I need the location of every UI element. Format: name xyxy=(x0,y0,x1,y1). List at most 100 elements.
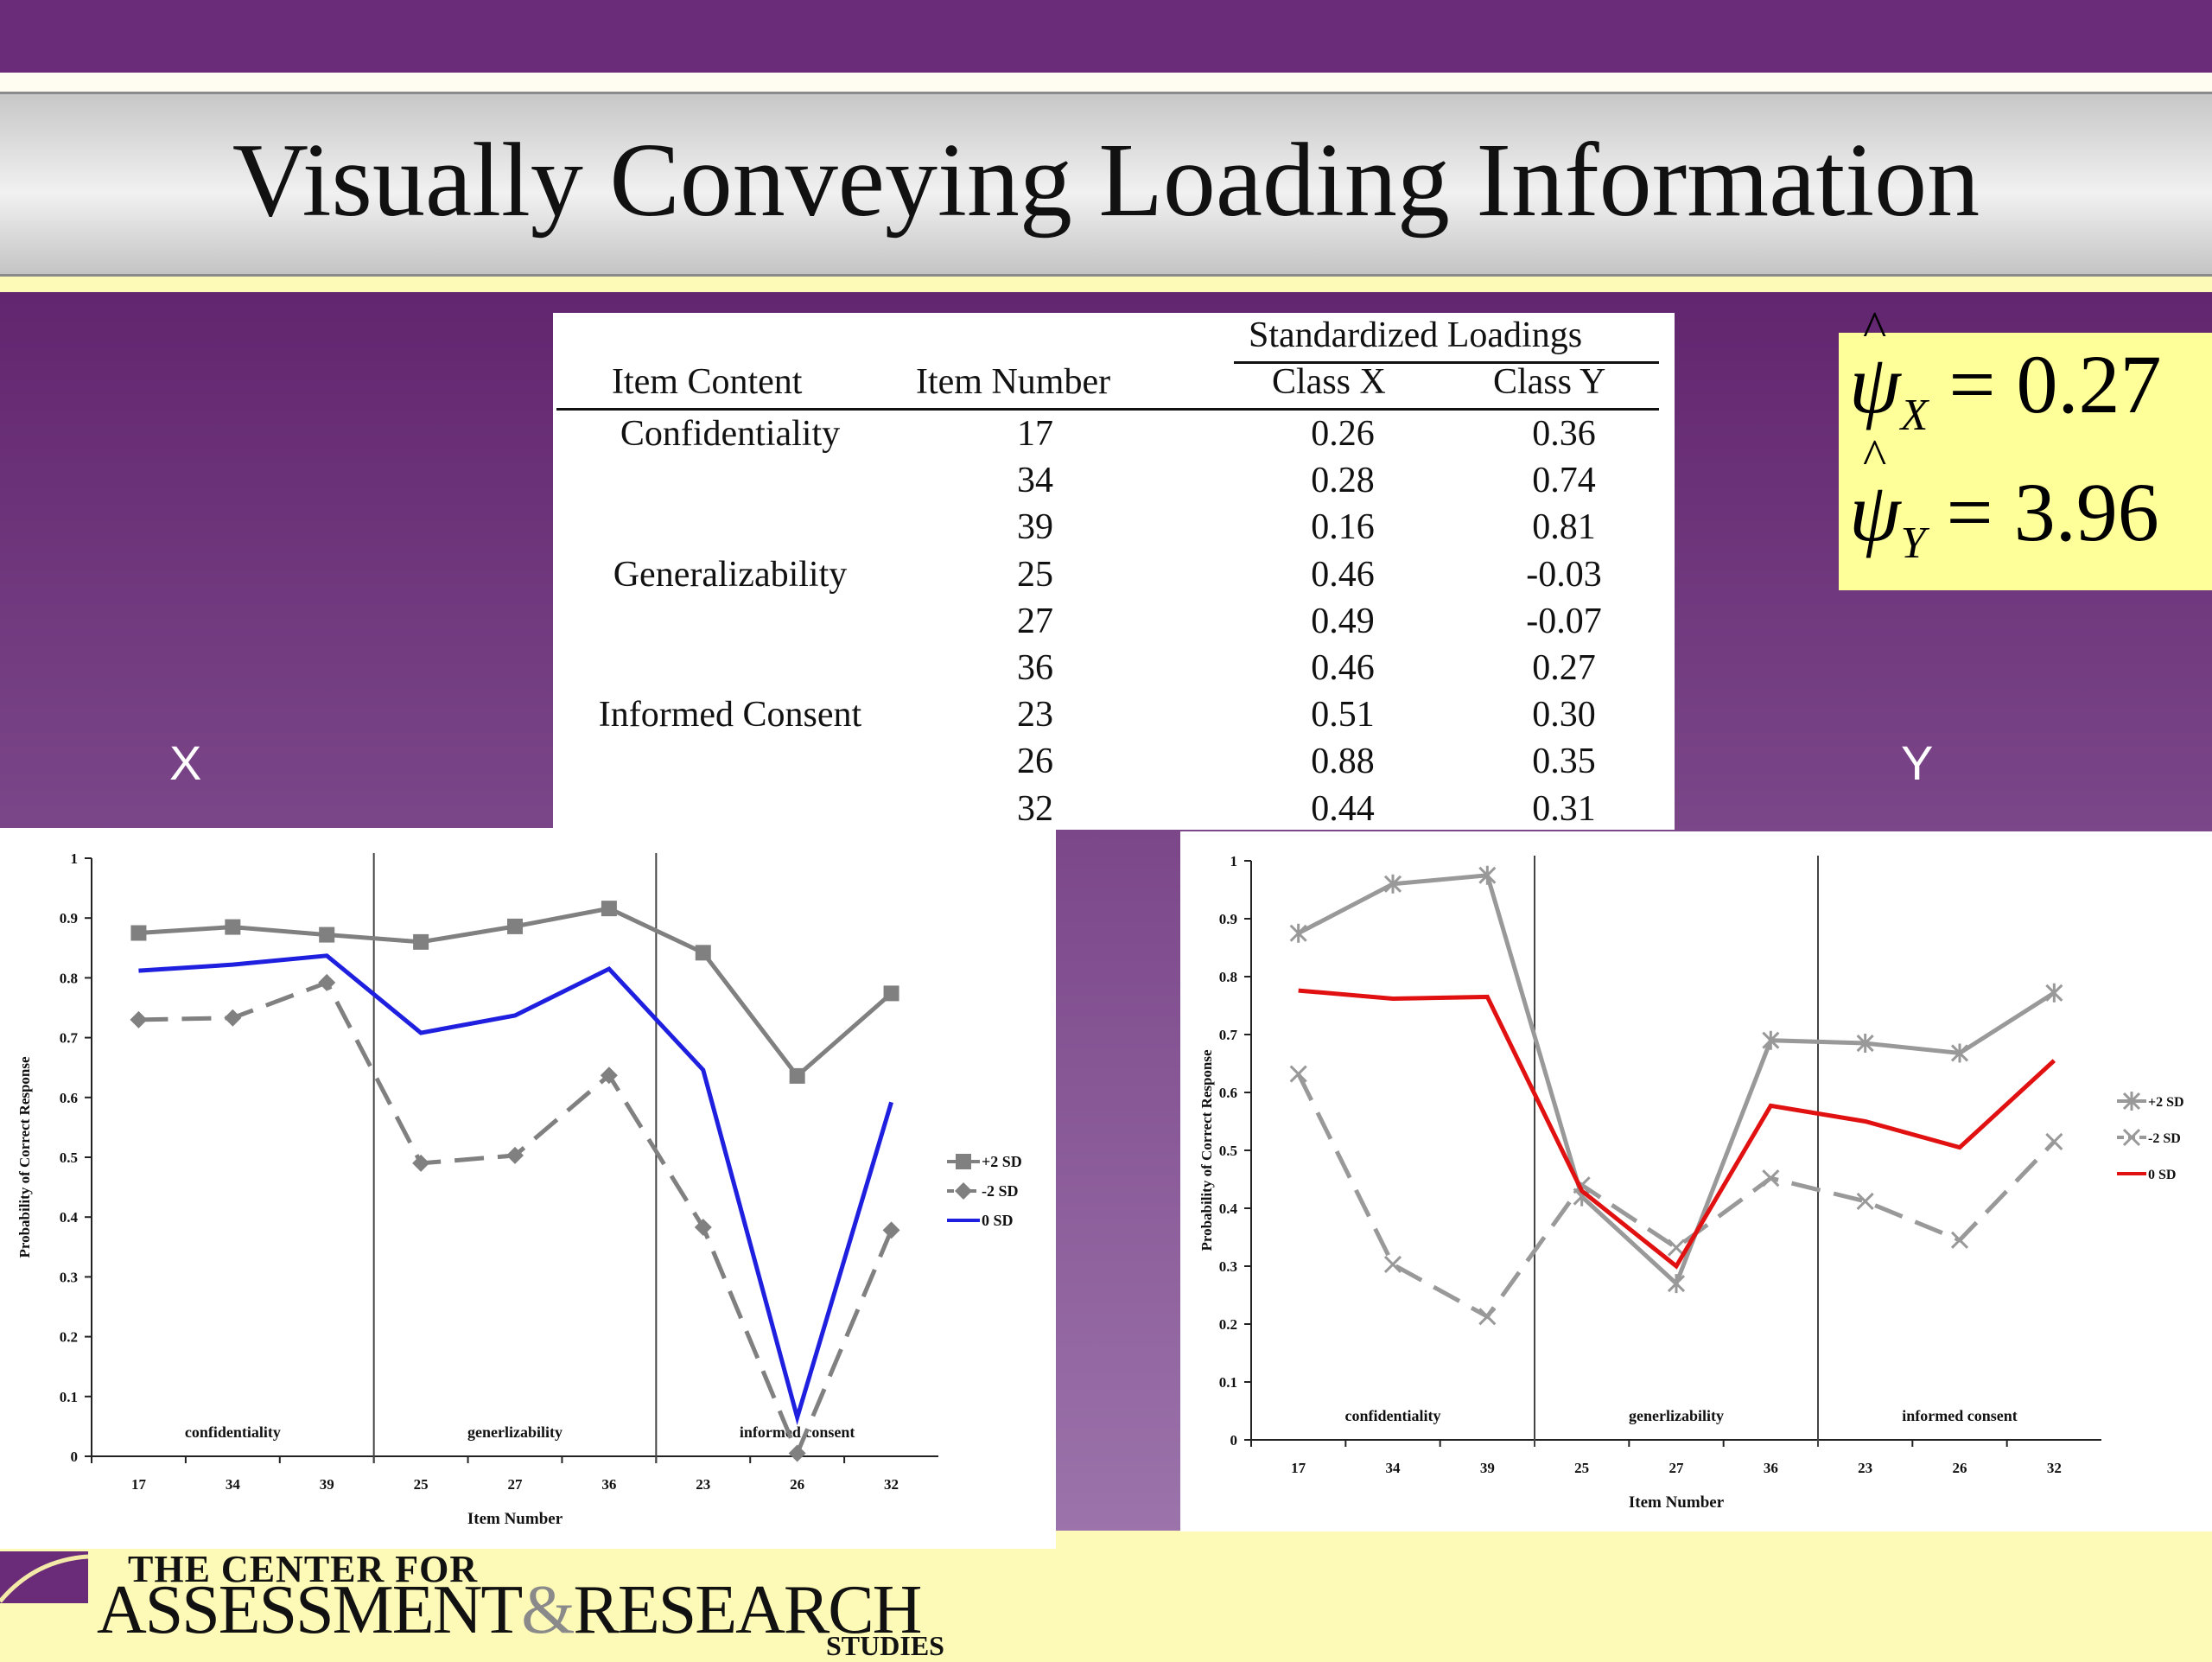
data-point xyxy=(694,1218,712,1236)
x-tick-label: 27 xyxy=(508,1476,524,1493)
data-point xyxy=(600,1067,618,1085)
legend-label: 0 SD xyxy=(982,1212,1014,1229)
x-tick-label: 23 xyxy=(1858,1460,1872,1476)
data-point xyxy=(788,1444,806,1462)
series-line-0SD xyxy=(138,953,893,1426)
cell-class-y: 0.36 xyxy=(1532,414,1596,454)
col-header-item-content: Item Content xyxy=(612,362,803,402)
data-point xyxy=(224,1009,242,1027)
data-point xyxy=(130,1010,148,1028)
banner-divider xyxy=(0,73,2212,92)
data-point xyxy=(695,945,711,961)
data-point xyxy=(1478,865,1497,885)
cell-item-number: 25 xyxy=(1017,554,1053,595)
x-tick-label: 36 xyxy=(601,1476,616,1493)
data-point xyxy=(1856,1192,1874,1211)
data-point xyxy=(2045,983,2063,1003)
y-axis-title: Probability of Correct Response xyxy=(16,1056,33,1258)
cell-class-x: 0.28 xyxy=(1311,461,1375,501)
y-tick-label: 0.4 xyxy=(1219,1200,1238,1217)
loadings-table: Standardized Loadings Item Content Item … xyxy=(553,313,1675,830)
series-line-2SD xyxy=(1297,873,2056,1288)
chart-class-y-svg: 0 0.1 0.2 0.3 0.4 0.5 0.6 0.7 0.8 0.9 1 17 34 39 25 27 3… xyxy=(1198,853,2184,1512)
cell-item-content: Confidentiality xyxy=(620,414,841,454)
col-header-class-y: Class Y xyxy=(1493,362,1606,402)
y-tick-label: 0.4 xyxy=(60,1209,79,1226)
data-point xyxy=(319,927,335,943)
data-point xyxy=(412,1154,430,1172)
section-label: generlizability xyxy=(1629,1407,1724,1424)
x-tick-label: 25 xyxy=(414,1476,429,1493)
legend-marker xyxy=(956,1154,971,1169)
section-label: informed consent xyxy=(1902,1407,2018,1424)
cell-class-y: 0.27 xyxy=(1532,648,1596,688)
cell-class-y: -0.03 xyxy=(1526,554,1602,595)
cell-class-x: 0.88 xyxy=(1311,742,1375,782)
legend-marker xyxy=(2122,1092,2141,1111)
psi-estimates-box: ψX = 0.27 ψY = 3.96 xyxy=(1839,300,2212,590)
psi-y-estimate: ψY = 3.96 xyxy=(1849,428,2159,569)
table-group-header: Standardized Loadings xyxy=(1249,315,1583,355)
cell-class-x: 0.46 xyxy=(1311,554,1375,595)
data-point xyxy=(601,901,617,917)
data-point xyxy=(225,919,241,935)
cell-class-x: 0.26 xyxy=(1311,414,1375,454)
data-point xyxy=(1383,874,1402,894)
y-tick-label: 0.6 xyxy=(1219,1085,1237,1101)
x-tick-label: 34 xyxy=(226,1476,241,1493)
logo-line1: THE CENTER FOR xyxy=(128,1548,479,1590)
cell-item-number: 39 xyxy=(1017,507,1053,548)
chart-class-x: 0 0.1 0.2 0.3 0.4 0.5 0.6 0.7 0.8 0.9 1 17 34 39 25 27 3… xyxy=(0,828,1056,1549)
col-header-item-number: Item Number xyxy=(916,362,1111,402)
section-label: informed consent xyxy=(740,1423,855,1441)
data-point xyxy=(1856,1034,1874,1054)
chart-class-y: 0 0.1 0.2 0.3 0.4 0.5 0.6 0.7 0.8 0.9 1 17 34 39 25 27 3… xyxy=(1180,831,2212,1531)
cell-class-x: 0.49 xyxy=(1311,601,1375,641)
legend-label: -2 SD xyxy=(982,1182,1019,1200)
y-tick-label: 0.3 xyxy=(1219,1258,1237,1275)
y-tick-label: 0.5 xyxy=(1219,1143,1237,1159)
legend-label: +2 SD xyxy=(982,1153,1022,1170)
x-tick-label: 36 xyxy=(1764,1460,1778,1476)
slide-title: Visually Conveying Loading Information xyxy=(232,122,1980,239)
cell-item-number: 27 xyxy=(1017,601,1053,641)
cell-class-x: 0.46 xyxy=(1311,648,1375,688)
title-bar xyxy=(0,92,2212,277)
data-point xyxy=(506,1146,524,1164)
section-label: confidentiality xyxy=(185,1423,281,1441)
cell-class-y: 0.31 xyxy=(1532,788,1596,829)
x-axis-title: Item Number xyxy=(467,1510,563,1528)
legend-label: +2 SD xyxy=(2148,1095,2184,1110)
y-axis-title: Probability of Correct Response xyxy=(1198,1049,1215,1251)
x-tick-label: 26 xyxy=(1953,1460,1967,1476)
data-point xyxy=(1950,1043,1969,1063)
psi-x-estimate: ψX = 0.27 xyxy=(1849,300,2162,441)
col-header-class-x: Class X xyxy=(1272,362,1386,402)
legend-marker xyxy=(2122,1128,2141,1147)
y-tick-label: 1 xyxy=(1230,853,1238,869)
y-tick-label: 0 xyxy=(1230,1432,1238,1449)
cell-class-y: 0.81 xyxy=(1532,507,1596,548)
y-tick-label: 0.3 xyxy=(60,1269,78,1285)
cell-class-x: 0.44 xyxy=(1311,788,1375,829)
legend-label: 0 SD xyxy=(2148,1168,2176,1182)
y-tick-label: 1 xyxy=(71,850,79,867)
data-point xyxy=(1762,1030,1780,1050)
section-label: confidentiality xyxy=(1345,1407,1441,1424)
class-x-label: X xyxy=(169,735,202,790)
x-tick-label: 39 xyxy=(320,1476,334,1493)
series-line-2SD xyxy=(1296,1073,2056,1320)
y-tick-label: 0.7 xyxy=(60,1030,79,1047)
header-rule xyxy=(556,408,1659,411)
cell-class-y: 0.35 xyxy=(1532,742,1596,782)
cell-item-number: 34 xyxy=(1017,461,1053,501)
cell-class-y: -0.07 xyxy=(1526,601,1602,641)
y-tick-label: 0.1 xyxy=(1219,1374,1237,1391)
x-tick-label: 27 xyxy=(1669,1460,1685,1476)
y-tick-label: 0.8 xyxy=(60,970,78,986)
y-tick-label: 0.9 xyxy=(1219,911,1237,927)
data-point xyxy=(789,1067,805,1084)
data-point xyxy=(883,985,899,1002)
cell-class-y: 0.74 xyxy=(1532,461,1596,501)
data-point xyxy=(1667,1274,1686,1294)
